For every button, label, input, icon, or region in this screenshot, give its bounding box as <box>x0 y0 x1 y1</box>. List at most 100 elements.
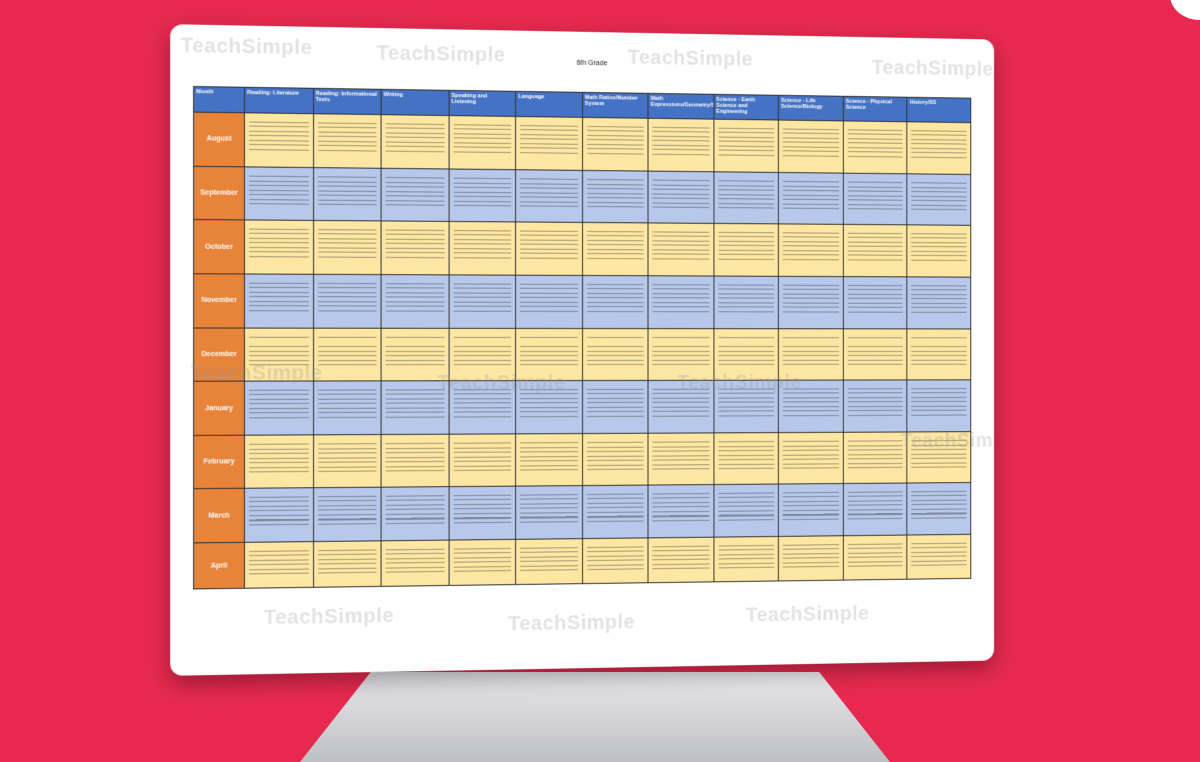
column-header: Reading: Informational Texts <box>313 88 381 115</box>
table-cell <box>449 222 516 275</box>
table-cell <box>648 485 714 538</box>
table-cell <box>582 433 648 486</box>
table-cell <box>582 486 648 539</box>
column-header: Language <box>516 91 582 117</box>
table-cell <box>449 434 516 487</box>
table-cell <box>779 172 843 225</box>
column-header: Month <box>194 87 244 113</box>
table-cell <box>907 225 971 277</box>
table-cell <box>779 224 843 277</box>
table-cell <box>244 435 313 489</box>
monitor-stand <box>300 672 890 762</box>
monitor-screen: 6th Grade Month Reading: Literature Readin… <box>170 24 995 676</box>
month-label: April <box>194 542 244 589</box>
table-cell <box>843 535 907 580</box>
table-cell <box>516 539 582 585</box>
column-header: History/SS <box>907 97 971 123</box>
column-header: Science - Life Science/Biology <box>779 95 843 121</box>
table-cell <box>516 169 582 223</box>
table-cell <box>313 541 381 587</box>
table-cell <box>648 171 714 224</box>
table-cell <box>582 170 648 223</box>
month-label: February <box>194 435 244 489</box>
table-cell <box>313 167 381 221</box>
table-cell <box>516 275 582 328</box>
table-cell <box>648 433 714 486</box>
table-cell <box>582 117 648 171</box>
table-cell <box>244 381 313 435</box>
table-cell <box>843 121 907 173</box>
table-cell <box>244 113 313 167</box>
table-cell <box>843 328 907 380</box>
table-cell <box>582 223 648 276</box>
month-label: October <box>194 220 244 274</box>
table-cell <box>582 328 648 381</box>
table-cell <box>381 221 449 275</box>
month-label: March <box>194 489 244 543</box>
watermark: TeachSimple <box>677 371 802 394</box>
table-cell <box>244 542 313 588</box>
table-cell <box>907 277 971 329</box>
table-cell <box>648 276 714 328</box>
table-cell <box>648 118 714 171</box>
table-cell <box>313 434 381 488</box>
table-cell <box>313 114 381 168</box>
table-cell <box>843 173 907 225</box>
column-header: Speaking and Listening <box>449 90 516 116</box>
table-cell <box>582 538 648 584</box>
column-header: Science - Physical Science <box>843 96 907 122</box>
table-cell <box>907 328 971 380</box>
table-cell <box>516 486 582 539</box>
decor <box>1170 0 1200 20</box>
table-cell <box>714 171 779 224</box>
table-cell <box>907 173 971 226</box>
month-label: January <box>194 381 244 435</box>
watermark: TeachSimple <box>263 604 395 630</box>
table-cell <box>449 169 516 222</box>
table-cell <box>449 487 516 540</box>
table-cell <box>313 488 381 542</box>
table-cell <box>907 122 971 174</box>
table-cell <box>714 224 779 276</box>
watermark: TeachSimple <box>627 46 753 71</box>
column-header: Writing <box>381 89 449 116</box>
table-cell <box>582 381 648 433</box>
column-header: Reading: Literature <box>244 87 313 114</box>
table-cell <box>648 223 714 276</box>
table-cell <box>381 168 449 222</box>
table-cell <box>907 483 971 535</box>
watermark: TeachSimple <box>871 56 994 81</box>
table-cell <box>449 275 516 328</box>
table-cell <box>313 274 381 328</box>
table-cell <box>843 483 907 536</box>
watermark: TeachSimple <box>900 429 995 453</box>
month-label: September <box>194 166 244 220</box>
table-cell <box>381 274 449 328</box>
table-cell <box>381 487 449 541</box>
table-cell <box>843 432 907 484</box>
column-header: Science - Earth Science and Engineering <box>714 94 779 120</box>
table-cell <box>449 116 516 169</box>
table-cell <box>516 433 582 487</box>
table-cell <box>516 222 582 275</box>
table-cell <box>907 380 971 432</box>
table-cell <box>244 220 313 274</box>
watermark: TeachSimple <box>437 372 566 395</box>
table-cell <box>244 488 313 542</box>
table-cell <box>907 534 971 579</box>
table-cell <box>244 166 313 221</box>
watermark: TeachSimple <box>745 602 870 627</box>
table-cell <box>381 540 449 586</box>
table-cell <box>843 225 907 277</box>
watermark: TeachSimple <box>376 42 506 67</box>
table-cell <box>381 115 449 169</box>
curriculum-table: Month Reading: Literature Reading: Informa… <box>193 85 972 590</box>
table-cell <box>779 536 843 581</box>
table-cell <box>516 116 582 170</box>
table-cell <box>714 119 779 172</box>
table-cell <box>449 539 516 585</box>
table-cell <box>714 432 779 485</box>
watermark: TeachSimple <box>508 611 636 636</box>
table-cell <box>313 381 381 435</box>
